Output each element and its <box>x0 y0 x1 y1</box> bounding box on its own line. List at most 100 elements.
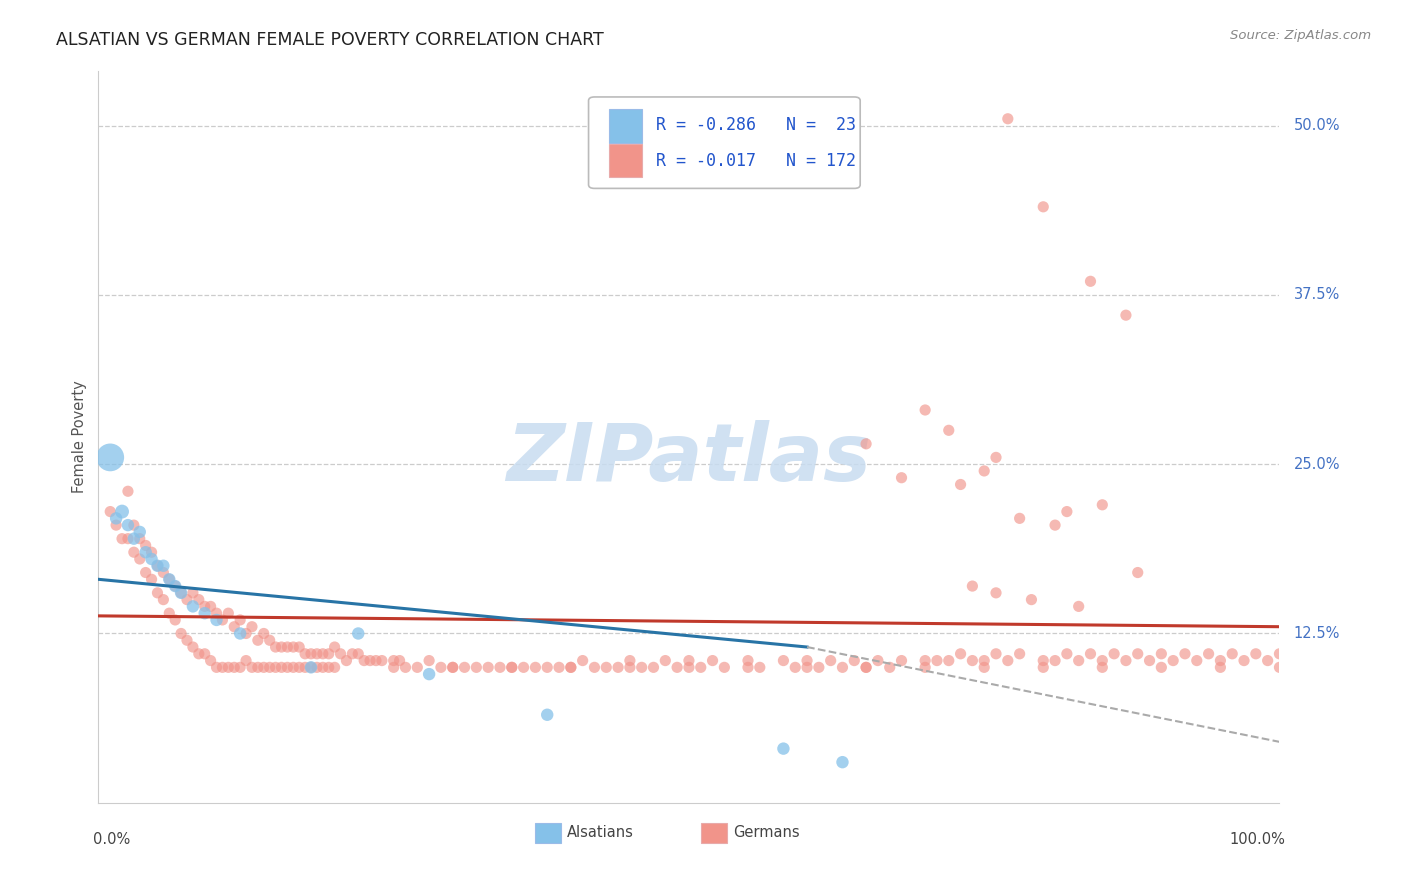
Point <box>938 423 960 437</box>
Text: Germans: Germans <box>733 825 799 840</box>
Point <box>170 586 193 600</box>
Point <box>253 660 276 674</box>
Point <box>170 626 193 640</box>
Point <box>270 660 292 674</box>
Point <box>359 654 381 668</box>
Point <box>283 640 305 654</box>
Point <box>157 572 180 586</box>
Point <box>1080 647 1102 661</box>
Point <box>890 471 912 485</box>
Point <box>879 660 901 674</box>
Point <box>194 599 217 614</box>
Point <box>406 660 429 674</box>
Text: 37.5%: 37.5% <box>1294 287 1340 302</box>
Point <box>630 660 652 674</box>
Point <box>176 592 198 607</box>
Y-axis label: Female Poverty: Female Poverty <box>72 381 87 493</box>
Point <box>294 660 316 674</box>
Point <box>217 606 239 620</box>
Point <box>678 654 700 668</box>
Point <box>1198 647 1220 661</box>
Point <box>962 654 984 668</box>
Point <box>264 640 287 654</box>
Point <box>1209 660 1232 674</box>
Point <box>165 579 187 593</box>
Point <box>1091 498 1114 512</box>
Point <box>288 660 311 674</box>
Point <box>1067 654 1090 668</box>
Point <box>229 613 252 627</box>
Point <box>997 654 1019 668</box>
Point <box>194 606 217 620</box>
Point <box>1139 654 1161 668</box>
Point <box>246 633 269 648</box>
Point <box>984 647 1007 661</box>
Point <box>347 647 370 661</box>
Point <box>1115 654 1137 668</box>
Point <box>205 606 228 620</box>
Point <box>146 558 169 573</box>
Point <box>1174 647 1197 661</box>
Point <box>200 654 222 668</box>
Point <box>141 545 163 559</box>
Point <box>229 626 252 640</box>
Point <box>152 566 174 580</box>
Point <box>217 660 239 674</box>
Point <box>1257 654 1279 668</box>
Point <box>117 518 139 533</box>
Point <box>146 586 169 600</box>
Point <box>299 660 322 674</box>
Point <box>194 647 217 661</box>
Point <box>246 660 269 674</box>
Point <box>128 524 150 539</box>
Point <box>329 647 352 661</box>
Bar <box>609 144 641 178</box>
Point <box>1244 647 1267 661</box>
Point <box>973 654 995 668</box>
Point <box>1150 647 1173 661</box>
Point <box>240 660 263 674</box>
Point <box>224 620 246 634</box>
Point <box>548 660 571 674</box>
Point <box>925 654 948 668</box>
Point <box>165 579 187 593</box>
Point <box>702 654 724 668</box>
Point <box>807 660 830 674</box>
Point <box>654 654 676 668</box>
Point <box>276 660 298 674</box>
Point <box>855 660 877 674</box>
Point <box>536 707 558 722</box>
Point <box>973 464 995 478</box>
Point <box>1161 654 1184 668</box>
Point <box>187 647 209 661</box>
Point <box>152 592 174 607</box>
Point <box>666 660 689 674</box>
Text: ZIPatlas: ZIPatlas <box>506 420 872 498</box>
Point <box>276 640 298 654</box>
Point <box>388 654 411 668</box>
Point <box>477 660 499 674</box>
Point <box>205 613 228 627</box>
Point <box>187 592 209 607</box>
Point <box>165 613 187 627</box>
Point <box>855 437 877 451</box>
Point <box>270 640 292 654</box>
FancyBboxPatch shape <box>589 97 860 188</box>
Point <box>583 660 606 674</box>
Point <box>1056 505 1078 519</box>
Text: ALSATIAN VS GERMAN FEMALE POVERTY CORRELATION CHART: ALSATIAN VS GERMAN FEMALE POVERTY CORREL… <box>56 31 605 49</box>
Point <box>1080 274 1102 288</box>
Point <box>1067 599 1090 614</box>
Point <box>949 477 972 491</box>
Point <box>785 660 807 674</box>
Point <box>181 640 204 654</box>
Point <box>1209 654 1232 668</box>
Point <box>453 660 475 674</box>
Point <box>1043 654 1066 668</box>
Point <box>394 660 416 674</box>
Point <box>418 667 440 681</box>
Point <box>973 660 995 674</box>
Point <box>713 660 735 674</box>
Text: 100.0%: 100.0% <box>1229 832 1285 847</box>
Point <box>146 558 169 573</box>
